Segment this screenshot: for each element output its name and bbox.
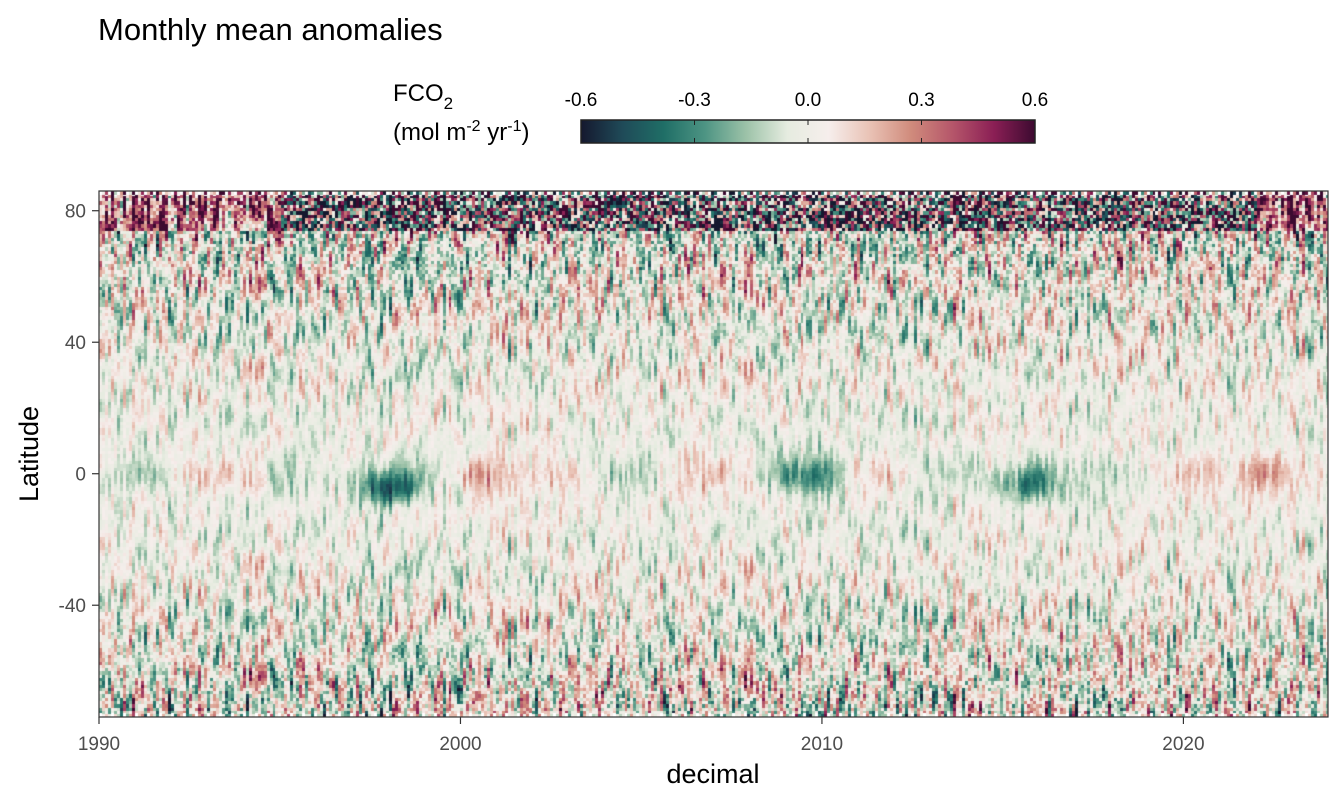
x-tick-label: 1990 xyxy=(78,734,120,755)
x-tick-label: 2010 xyxy=(801,734,843,755)
legend-title-main: FCO xyxy=(393,80,444,107)
x-tick-label: 2020 xyxy=(1162,734,1204,755)
y-tick-label: 40 xyxy=(65,333,86,354)
legend-units-exp1: -2 xyxy=(466,118,480,135)
legend: FCO2 (mol m-2 yr-1) -0.6 -0.3 0.0 0.3 0.6 xyxy=(393,80,1048,146)
legend-tick-label: -0.6 xyxy=(565,90,598,111)
legend-units: (mol m-2 yr-1) xyxy=(393,118,529,146)
heatmap-raster xyxy=(99,191,1328,717)
plot-frame xyxy=(98,190,1329,718)
y-tick-label: 80 xyxy=(65,202,86,223)
legend-tick-label: 0.0 xyxy=(795,90,821,111)
legend-units-suffix: ) xyxy=(521,119,529,146)
legend-title: FCO2 xyxy=(393,80,453,113)
chart-title: Monthly mean anomalies xyxy=(98,12,443,47)
x-axis-label: decimal xyxy=(666,759,759,789)
legend-units-mid: yr xyxy=(481,119,508,146)
y-tick-label: 0 xyxy=(75,465,86,486)
legend-tick-label: 0.6 xyxy=(1022,90,1048,111)
legend-tick-label: 0.3 xyxy=(908,90,934,111)
y-axis: -40 0 40 80 xyxy=(59,202,99,617)
y-axis-label: Latitude xyxy=(14,406,44,502)
x-tick-label: 2000 xyxy=(439,734,481,755)
legend-units-exp2: -1 xyxy=(507,118,521,135)
legend-tick-label: -0.3 xyxy=(678,90,711,111)
x-axis: 1990 2000 2010 2020 xyxy=(78,717,1205,755)
legend-ticks: -0.6 -0.3 0.0 0.3 0.6 xyxy=(565,90,1048,143)
y-tick-label: -40 xyxy=(59,596,86,617)
legend-units-prefix: (mol m xyxy=(393,119,466,146)
legend-title-subscript: 2 xyxy=(444,94,453,113)
